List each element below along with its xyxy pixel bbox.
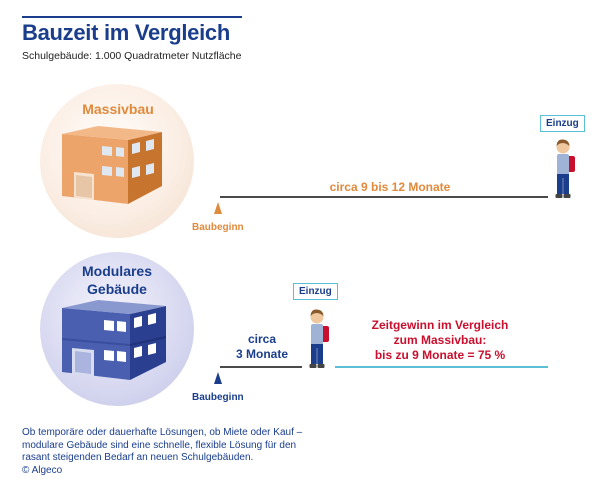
modular-duration-line1: circa xyxy=(247,332,277,346)
massivbau-start-label: Baubeginn xyxy=(192,222,244,233)
student-icon xyxy=(555,139,575,198)
massivbau-duration: circa 9 bis 12 Monate xyxy=(329,180,451,194)
time-gain-line3: bis zu 9 Monate = 75 % xyxy=(374,348,506,362)
page-subtitle: Schulgebäude: 1.000 Quadratmeter Nutzflä… xyxy=(22,50,242,62)
time-gain-timeline xyxy=(335,366,548,368)
modular-duration-line2: 3 Monate xyxy=(235,347,288,361)
modular-label-line1: Modulares xyxy=(81,263,152,279)
massivbau-timeline xyxy=(220,196,548,198)
modular-start-label: Baubeginn xyxy=(192,392,244,403)
title-rule xyxy=(22,16,242,18)
time-gain-line1: Zeitgewinn im Vergleich xyxy=(371,318,509,332)
orange-building-icon xyxy=(62,126,162,204)
time-gain-text: Zeitgewinn im Vergleich zum Massivbau: b… xyxy=(340,318,540,363)
footer-line3: rasant steigenden Bedarf an neuen Schulg… xyxy=(22,452,254,463)
footer-line2: modulare Gebäude sind eine schnelle, fle… xyxy=(22,439,297,451)
student-icon xyxy=(309,309,329,368)
blue-modular-building-icon xyxy=(62,300,166,380)
time-gain-line2: zum Massivbau: xyxy=(393,333,487,347)
massivbau-einzug-badge: Einzug xyxy=(540,115,585,132)
footer-text: Ob temporäre oder dauerhafte Lösungen, o… xyxy=(22,427,332,477)
massivbau-label: Massivbau xyxy=(82,101,154,117)
modular-einzug-badge: Einzug xyxy=(293,283,338,300)
massivbau-start-marker xyxy=(214,202,222,214)
modular-label: Modulares Gebäude xyxy=(62,262,172,298)
modular-label-line2: Gebäude xyxy=(87,281,147,297)
footer-line1: Ob temporäre oder dauerhafte Lösungen, o… xyxy=(22,427,303,438)
modular-timeline xyxy=(220,366,302,368)
modular-duration: circa 3 Monate xyxy=(226,332,298,362)
footer-copyright: © Algeco xyxy=(22,464,63,476)
modular-start-marker xyxy=(214,372,222,384)
page-title: Bauzeit im Vergleich xyxy=(22,20,230,45)
